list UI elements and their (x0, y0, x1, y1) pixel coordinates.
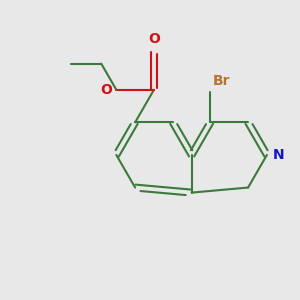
Text: Br: Br (212, 74, 230, 88)
Text: O: O (100, 83, 112, 97)
Text: N: N (273, 148, 284, 162)
Text: O: O (148, 32, 160, 46)
